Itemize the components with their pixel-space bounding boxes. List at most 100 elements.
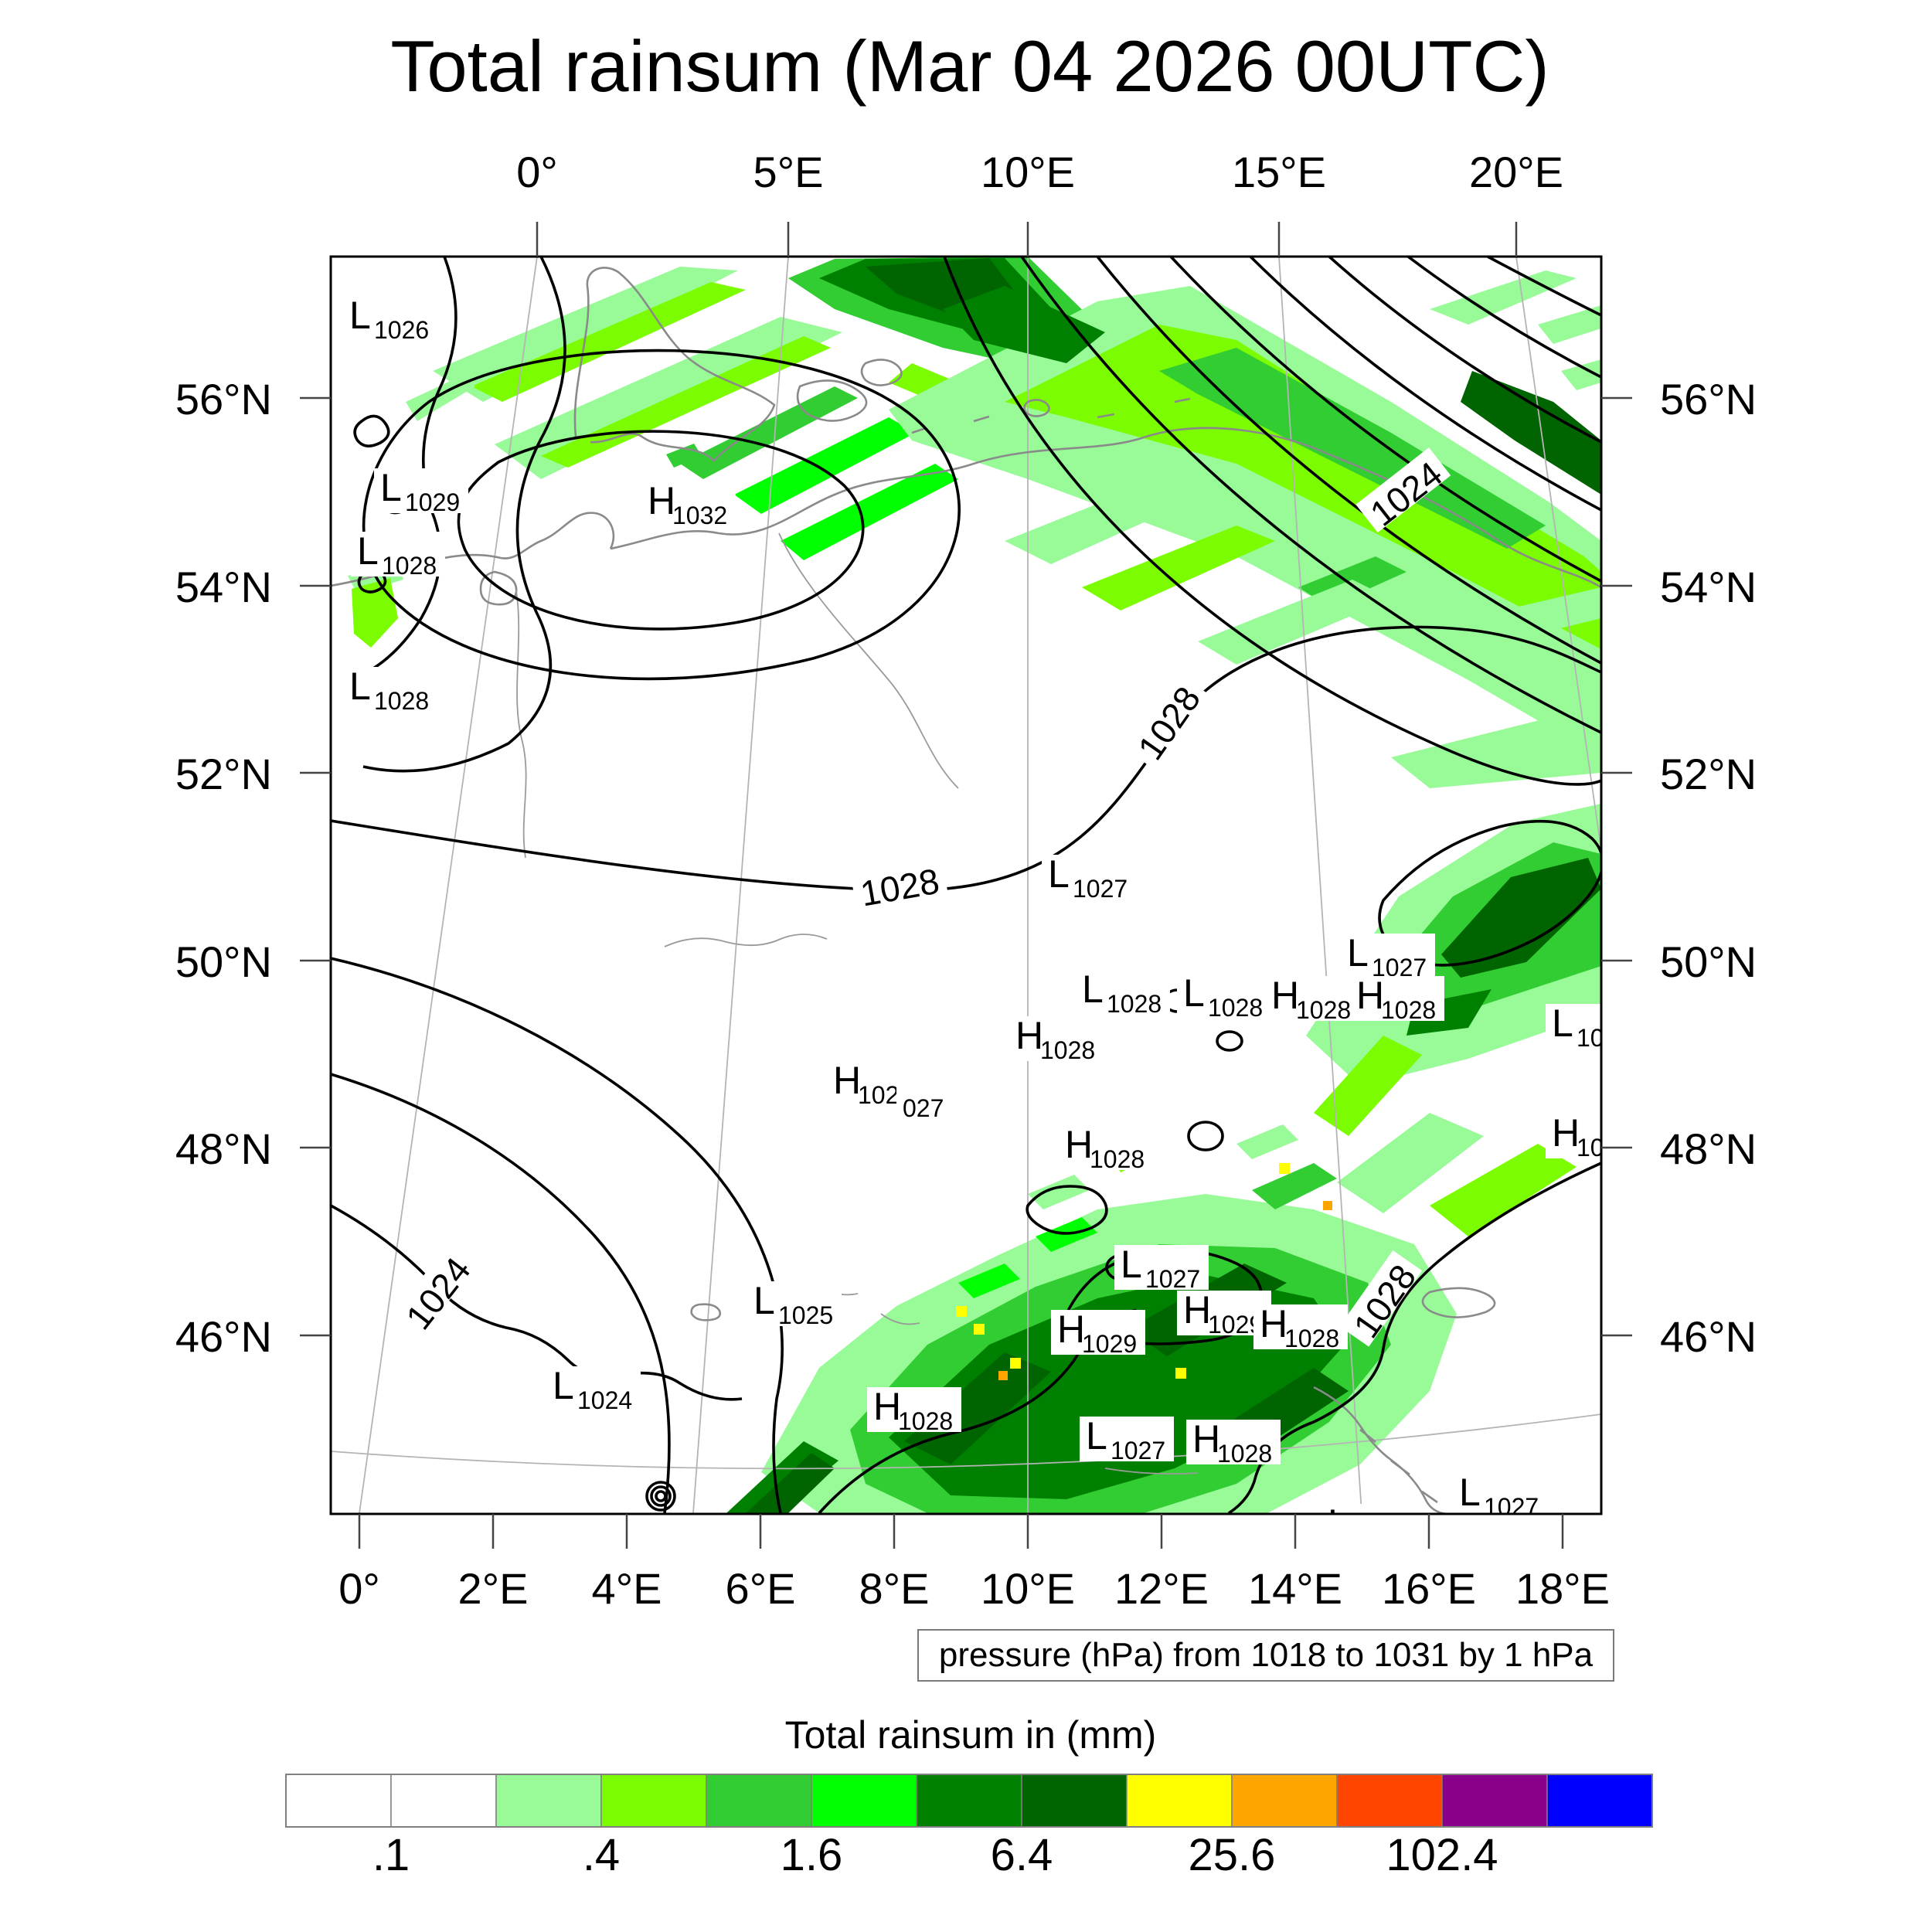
- left-axis-label: 56°N: [175, 375, 272, 423]
- right-axis-label: 48°N: [1660, 1124, 1757, 1173]
- svg-text:1025: 1025: [778, 1301, 833, 1329]
- svg-text:L: L: [380, 466, 402, 509]
- svg-text:027: 027: [903, 1094, 944, 1122]
- svg-text:1028: 1028: [1296, 996, 1351, 1024]
- top-axis-label: 15°E: [1232, 148, 1326, 196]
- colorbar-cell: [1336, 1774, 1443, 1828]
- svg-text:L: L: [1347, 931, 1369, 975]
- svg-text:L: L: [1121, 1243, 1142, 1286]
- bottom-axis-label: 2°E: [458, 1564, 529, 1613]
- svg-text:L: L: [349, 294, 371, 337]
- top-axis-label: 0°: [516, 148, 558, 196]
- svg-text:1028: 1028: [857, 861, 942, 914]
- svg-text:L: L: [553, 1364, 574, 1407]
- pressure-center-label: 027: [896, 1074, 957, 1122]
- bottom-axis-label: 6°E: [726, 1564, 796, 1613]
- svg-text:1029: 1029: [1082, 1330, 1137, 1358]
- svg-text:L: L: [1328, 1502, 1349, 1545]
- svg-text:1029: 1029: [405, 488, 460, 516]
- right-axis-label: 50°N: [1660, 937, 1757, 986]
- colorbar-cell: [1126, 1774, 1233, 1828]
- pressure-center-label: L 1027: [1080, 1414, 1174, 1464]
- bottom-axis-label: 16°E: [1382, 1564, 1476, 1613]
- right-axis-label: 56°N: [1660, 375, 1757, 423]
- svg-text:H: H: [1356, 974, 1384, 1017]
- caption-text: pressure (hPa) from 1018 to 1031 by 1 hP…: [939, 1636, 1594, 1674]
- colorbar-cell: [1021, 1774, 1128, 1828]
- svg-text:1028: 1028: [382, 552, 437, 580]
- colorbar-cell: [495, 1774, 602, 1828]
- svg-text:L: L: [753, 1279, 775, 1322]
- bottom-axis-label: 12°E: [1114, 1564, 1209, 1613]
- svg-text:1027: 1027: [1484, 1493, 1539, 1521]
- svg-text:H: H: [1183, 1288, 1211, 1332]
- svg-text:H: H: [833, 1059, 861, 1102]
- svg-text:1027: 1027: [1111, 1437, 1165, 1464]
- pressure-center-label: L 1028: [351, 529, 445, 580]
- pressure-center-label: L 1028: [1076, 968, 1170, 1018]
- svg-text:1028: 1028: [1107, 990, 1162, 1018]
- colorbar-legend: .1 .4 1.6 6.4 25.6 102.4: [285, 1774, 1653, 1880]
- top-axis-label: 10°E: [981, 148, 1075, 196]
- colorbar-cell: [1441, 1774, 1548, 1828]
- page-title: Total rainsum (Mar 04 2026 00UTC): [390, 26, 1549, 107]
- bottom-axis-label: 0°: [338, 1564, 380, 1613]
- pressure-center-label: L 1028: [1546, 1002, 1631, 1052]
- svg-text:H: H: [1015, 1014, 1043, 1057]
- svg-text:H: H: [1192, 1417, 1220, 1461]
- colorbar-tick-label: .1: [372, 1830, 410, 1880]
- pressure-center-label: L 1025: [747, 1279, 842, 1329]
- svg-text:L: L: [357, 529, 379, 573]
- svg-text:H: H: [1260, 1302, 1287, 1345]
- pressure-center-label: L 1027: [1453, 1471, 1547, 1521]
- svg-text:H: H: [873, 1385, 901, 1428]
- colorbar-tick-label: 102.4: [1386, 1830, 1498, 1880]
- svg-text:1032: 1032: [672, 502, 727, 529]
- left-axis-label: 52°N: [175, 750, 272, 798]
- svg-text:L: L: [1086, 1414, 1107, 1458]
- colorbar-tick-label: 1.6: [781, 1830, 843, 1880]
- svg-text:L: L: [349, 665, 371, 708]
- right-axis-label: 46°N: [1660, 1312, 1757, 1361]
- left-axis-label: 48°N: [175, 1124, 272, 1173]
- left-axis-label: 50°N: [175, 937, 272, 986]
- pressure-center-label: L 1027: [1341, 931, 1435, 981]
- bottom-axis-label: 14°E: [1248, 1564, 1342, 1613]
- svg-text:1027: 1027: [1073, 875, 1128, 903]
- svg-text:L: L: [1183, 971, 1205, 1015]
- left-axis-label: 54°N: [175, 563, 272, 611]
- right-axis-label: 52°N: [1660, 750, 1757, 798]
- isobar-value-label: 1028: [850, 857, 948, 914]
- svg-text:1028: 1028: [1040, 1036, 1095, 1064]
- svg-text:H: H: [648, 479, 675, 522]
- pressure-center-label: L 1027: [1114, 1243, 1209, 1293]
- colorbar-tick-label: 6.4: [991, 1830, 1053, 1880]
- svg-text:1027: 1027: [1145, 1265, 1200, 1293]
- colorbar-tick-label: .4: [583, 1830, 620, 1880]
- right-axis-label: 54°N: [1660, 563, 1757, 611]
- left-axis-label: 46°N: [175, 1312, 272, 1361]
- svg-text:1028: 1028: [1284, 1325, 1339, 1352]
- colorbar-tick-label: 25.6: [1189, 1830, 1276, 1880]
- pressure-center-label: L 1028: [1177, 971, 1271, 1022]
- svg-text:1024: 1024: [577, 1386, 632, 1414]
- colorbar-cell: [811, 1774, 917, 1828]
- pressure-center-label: L 1027: [1042, 852, 1136, 903]
- map-frame: [329, 255, 1603, 1515]
- svg-text:H: H: [1065, 1123, 1093, 1166]
- svg-text:1028: 1028: [1577, 1024, 1631, 1052]
- svg-text:L: L: [1459, 1471, 1481, 1514]
- colorbar-outline: [285, 1774, 1653, 1828]
- colorbar-cell: [706, 1774, 812, 1828]
- pressure-center-label: L 1026: [343, 294, 437, 344]
- colorbar-cell: [285, 1774, 392, 1828]
